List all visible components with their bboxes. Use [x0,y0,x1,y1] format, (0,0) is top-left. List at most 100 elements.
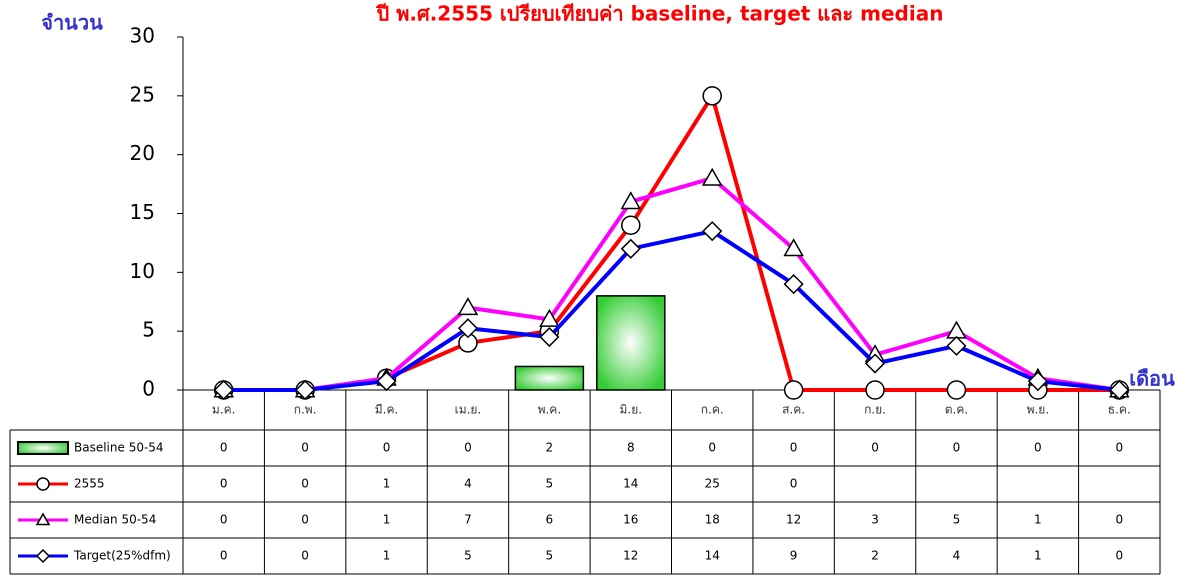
marker [865,380,885,400]
x-axis-label: เดือน [1129,367,1175,391]
table-cell: 0 [790,477,798,491]
marker [864,353,886,374]
table-cell: 2 [546,441,554,455]
table-cell: 1 [383,477,391,491]
table-cell: 0 [220,441,228,455]
table-cell: 1 [383,549,391,563]
marker [35,548,51,564]
x-tick-label: ก.ย. [864,403,886,417]
table-cell: 5 [464,549,472,563]
marker [295,379,316,401]
marker [36,477,50,491]
marker [621,215,641,236]
x-tick-label: มิ.ย. [620,403,643,417]
marker [783,380,804,400]
table-cell: 3 [871,513,879,527]
table-cell: 0 [1034,441,1042,455]
marker [620,191,642,210]
x-tick-label: มี.ค. [375,403,399,417]
marker [35,512,51,526]
y-axis-label: จำนวน [41,11,103,35]
table-cell: 0 [953,441,961,455]
marker [701,167,723,186]
table-cell: 5 [546,477,554,491]
bar [596,295,666,391]
marker [1027,371,1048,392]
table-cell: 0 [871,441,879,455]
table-cell: 0 [220,477,228,491]
table-cell: 8 [627,441,635,455]
marker [702,86,722,106]
marker [620,238,641,259]
table-cell: 14 [705,549,720,563]
table-cell: 7 [464,513,472,527]
table-cell: 4 [464,477,472,491]
marker [1109,379,1130,401]
table-cell: 5 [953,513,961,527]
table-cell: 0 [383,441,391,455]
marker [783,274,804,295]
table-cell: 1 [1034,513,1042,527]
table-cell: 5 [546,549,554,563]
table-cell: 0 [220,513,228,527]
y-tick-label: 0 [142,377,155,401]
marker [539,326,560,348]
y-tick-label: 15 [130,200,155,224]
chart-title: ปี พ.ศ.2555 เปรียบเทียบค่า baseline, tar… [375,2,943,26]
table-cell: 0 [301,477,309,491]
marker [946,335,967,356]
table-cell: 0 [1115,513,1123,527]
table-cell: 2 [871,549,879,563]
table-cell: 18 [705,513,720,527]
line [223,229,1120,392]
marker [457,318,479,339]
x-tick-label: ก.พ. [294,403,317,417]
table-cell: 25 [705,477,720,491]
line [223,176,1120,392]
marker [783,238,804,257]
x-tick-label: ก.ค. [701,403,724,417]
table-cell: 0 [301,441,309,455]
marker [946,380,967,400]
bar [514,365,585,391]
table-cell: 6 [546,513,554,527]
table-cell: 0 [1115,441,1123,455]
table-cell: 0 [220,549,228,563]
x-tick-label: ส.ค. [782,403,805,417]
legend-label: Median 50-54 [74,513,156,527]
marker [376,371,397,392]
marker [946,320,967,339]
legend-label: Target(25%dfm) [73,549,171,563]
x-tick-label: ม.ค. [212,403,236,417]
legend-swatch [17,441,69,455]
y-tick-label: 20 [130,141,155,165]
marker [213,379,234,401]
marker [702,221,723,242]
legend-label: 2555 [74,477,105,491]
legend-label: Baseline 50-54 [74,441,164,455]
table-cell: 4 [953,549,961,563]
table-cell: 0 [1115,549,1123,563]
table-cell: 12 [623,549,638,563]
y-tick-label: 5 [142,318,155,342]
table-cell: 1 [383,513,391,527]
x-tick-label: พ.ค. [538,403,562,417]
table-cell: 0 [301,513,309,527]
x-tick-label: ธ.ค. [1108,403,1131,417]
table-cell: 0 [708,441,716,455]
table-cell: 16 [623,513,638,527]
x-tick-label: พ.ย. [1027,403,1050,417]
table-cell: 14 [623,477,638,491]
table-cell: 0 [790,441,798,455]
y-tick-label: 30 [130,24,155,48]
marker [457,297,479,316]
table-cell: 9 [790,549,798,563]
marker [539,308,560,327]
x-tick-label: ต.ค. [945,403,968,417]
y-tick-label: 25 [130,82,155,106]
table-cell: 12 [786,513,801,527]
table-cell: 1 [1034,549,1042,563]
y-tick-label: 10 [130,259,155,283]
x-tick-label: เม.ย. [455,403,482,417]
